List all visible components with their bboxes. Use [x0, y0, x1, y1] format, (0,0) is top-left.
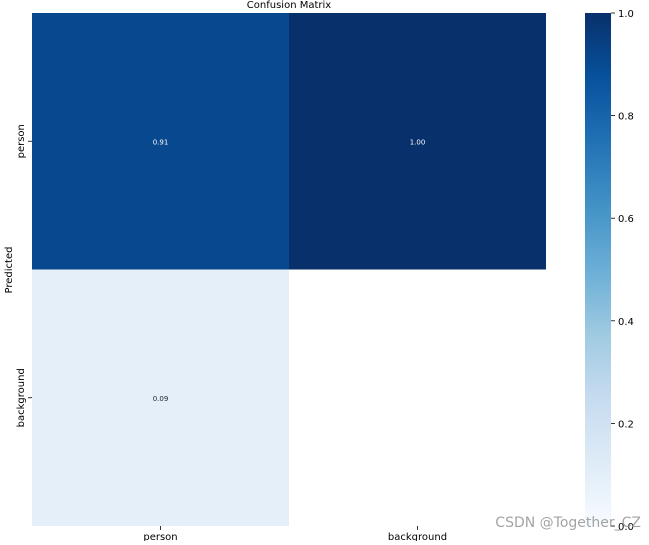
- colorbar-tick-label-0: 0.0: [618, 522, 634, 533]
- colorbar-tick-label-2: 0.4: [618, 317, 634, 328]
- chart-title: Confusion Matrix: [247, 0, 331, 11]
- y-axis-label: Predicted: [4, 247, 15, 294]
- colorbar-ticks: 0.0 0.2 0.4 0.6 0.8 1.0: [611, 9, 634, 533]
- heatmap-cell-1-1: [289, 269, 546, 526]
- heatmap-cell-1-0: [32, 269, 289, 526]
- watermark: CSDN @Together_CZ: [495, 515, 641, 531]
- heatmap-cells: [32, 13, 546, 526]
- cell-value-label-0-0: 0.91: [153, 138, 169, 146]
- x-axis-ticks: person background: [143, 526, 447, 543]
- y-tick-label-1: background: [16, 368, 27, 427]
- x-tick-label-0: person: [143, 532, 177, 541]
- cell-value-label-1-0: 0.09: [153, 395, 169, 403]
- colorbar-tick-label-5: 1.0: [618, 9, 634, 20]
- heatmap-cell-0-0: [32, 13, 289, 270]
- heatmap-cell-0-1: [289, 13, 546, 270]
- y-axis-ticks: person background: [16, 124, 32, 427]
- y-tick-label-0: person: [16, 124, 27, 158]
- colorbar-tick-label-1: 0.2: [618, 419, 634, 430]
- cell-value-label-0-1: 1.00: [410, 138, 426, 146]
- x-tick-label-1: background: [388, 532, 447, 541]
- cell-value-labels: 0.91 1.00 0.09: [153, 138, 426, 403]
- colorbar-tick-label-4: 0.8: [618, 112, 634, 123]
- colorbar-tick-label-3: 0.6: [618, 214, 634, 225]
- colorbar: [585, 13, 611, 526]
